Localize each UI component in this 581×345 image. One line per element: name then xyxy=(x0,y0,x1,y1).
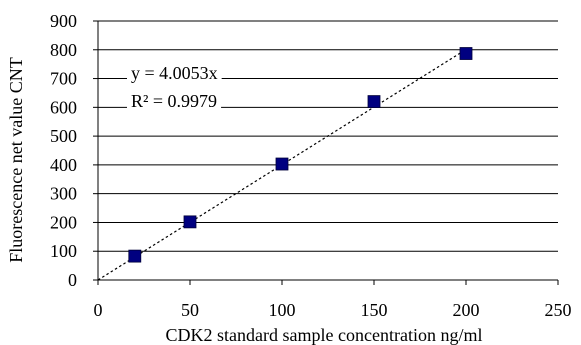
r-squared-label-background xyxy=(127,90,222,112)
trendline-r-squared: R² = 0.9979 xyxy=(131,91,217,111)
y-axis-title: Fluorescence net value CNT xyxy=(6,57,26,262)
y-tick-label-900: 900 xyxy=(50,11,77,31)
trendline-equation: y = 4.0053x xyxy=(131,63,218,83)
y-tick-label-600: 600 xyxy=(50,97,77,117)
data-point-marker xyxy=(367,95,381,108)
y-tick-label-0: 0 xyxy=(68,270,77,290)
y-tick-labels: 0 100 200 300 400 500 600 700 800 900 xyxy=(50,11,98,290)
y-tick-label-800: 800 xyxy=(50,40,77,60)
x-axis-title: CDK2 standard sample concentration ng/ml xyxy=(166,325,483,345)
data-point-marker xyxy=(459,47,473,60)
y-tick-label-500: 500 xyxy=(50,126,77,146)
x-tick-label-50: 50 xyxy=(181,300,199,320)
y-tick-label-200: 200 xyxy=(50,212,77,232)
x-tick-label-200: 200 xyxy=(453,300,480,320)
y-tick-label-400: 400 xyxy=(50,155,77,175)
y-tick-label-700: 700 xyxy=(50,69,77,89)
x-tick-labels: 0 50 100 150 200 250 xyxy=(94,280,572,320)
y-tick-label-100: 100 xyxy=(50,241,77,261)
data-markers xyxy=(128,47,473,263)
x-tick-label-150: 150 xyxy=(361,300,388,320)
data-point-marker xyxy=(183,215,197,229)
y-tick-label-300: 300 xyxy=(50,184,77,204)
x-tick-label-0: 0 xyxy=(94,300,103,320)
equation-label-background xyxy=(127,62,222,84)
axes xyxy=(97,21,558,281)
data-point-marker xyxy=(128,249,142,263)
x-tick-label-250: 250 xyxy=(545,300,572,320)
data-point-marker xyxy=(275,157,289,171)
x-tick-label-100: 100 xyxy=(269,300,296,320)
